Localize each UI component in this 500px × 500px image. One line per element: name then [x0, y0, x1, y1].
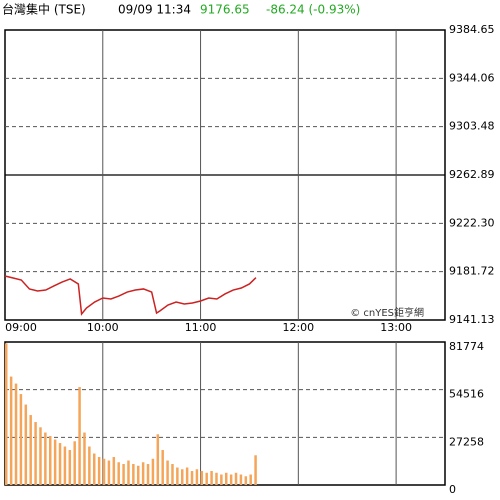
x-tick-label: 11:00	[185, 321, 217, 334]
y-tick-label: 9262.89	[449, 168, 495, 181]
volume-bar	[5, 343, 8, 485]
volume-bar	[200, 471, 204, 485]
volume-bar	[146, 464, 150, 485]
y-tick-label: 9141.13	[449, 313, 495, 326]
volume-bar	[220, 474, 223, 485]
volume-bar	[68, 450, 72, 485]
volume-bar	[112, 457, 116, 485]
volume-bar	[107, 460, 111, 485]
y-tick-label: 9181.72	[449, 265, 495, 278]
x-tick-label: 09:00	[5, 321, 37, 334]
price: 9176.65	[200, 3, 250, 17]
volume-bar	[83, 432, 86, 485]
volume-bar	[117, 462, 120, 485]
volume-bar	[49, 436, 52, 485]
volume-bar	[53, 439, 57, 485]
volume-bar	[239, 474, 243, 485]
y-tick-label: 9222.30	[449, 216, 495, 229]
watermark: © cnYES鉅亨網	[350, 306, 424, 319]
volume-bar	[171, 464, 174, 485]
volume-bar	[151, 458, 155, 485]
volume-bar	[39, 427, 42, 485]
volume-bar	[176, 467, 179, 485]
volume-bar	[181, 469, 184, 485]
volume-bar	[210, 471, 213, 485]
volume-bar	[190, 471, 194, 485]
volume-bar	[132, 464, 135, 485]
volume-bar	[137, 465, 140, 485]
x-tick-label: 13:00	[380, 321, 412, 334]
index-name: 台灣集中 (TSE)	[2, 2, 86, 17]
volume-bar	[166, 460, 169, 485]
volume-bar	[58, 443, 62, 485]
volume-bar	[97, 457, 101, 485]
volume-bar	[161, 450, 164, 485]
y-tick-label: 9303.48	[449, 120, 495, 133]
volume-bar	[254, 455, 257, 485]
volume-bar	[63, 446, 67, 485]
volume-bar	[127, 460, 130, 485]
volume-bar	[93, 453, 96, 485]
volume-bar	[9, 376, 13, 485]
volume-bar	[141, 462, 145, 485]
volume-bar	[205, 472, 208, 485]
y-tick-label: 9344.06	[449, 71, 495, 84]
volume-bar	[234, 472, 238, 485]
volume-bar	[156, 434, 160, 485]
y-tick-label: 9384.65	[449, 23, 495, 36]
volume-bar	[229, 474, 233, 485]
volume-bar	[78, 387, 81, 485]
x-tick-label: 10:00	[87, 321, 119, 334]
volume-bar	[185, 467, 189, 485]
change: -86.24 (-0.93%)	[266, 3, 360, 17]
volume-bar	[14, 383, 18, 485]
x-tick-label: 12:00	[282, 321, 314, 334]
volume-bar	[102, 458, 106, 485]
volume-bar	[215, 472, 218, 485]
y-tick-label: 27258	[449, 435, 484, 448]
volume-bar	[29, 415, 32, 485]
volume-bar	[244, 476, 248, 485]
volume-bar	[249, 474, 252, 485]
volume-bar	[34, 422, 37, 485]
y-tick-label: 54516	[449, 388, 484, 401]
time: 09/09 11:34	[118, 3, 191, 17]
y-tick-label: 0	[449, 483, 456, 496]
volume-bar	[24, 404, 28, 485]
volume-bar	[44, 432, 47, 485]
volume-bar	[225, 472, 228, 485]
volume-bar	[19, 394, 23, 485]
volume-bar	[195, 469, 199, 485]
volume-bar	[122, 464, 125, 485]
y-tick-label: 81774	[449, 340, 484, 353]
volume-bar	[88, 446, 91, 485]
price-line	[4, 275, 257, 316]
volume-bar	[73, 441, 76, 485]
